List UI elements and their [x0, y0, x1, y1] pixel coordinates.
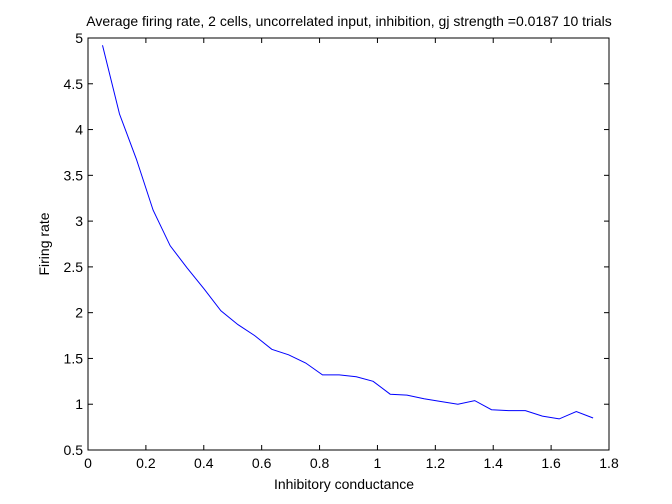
x-axis: 0 0.2 0.4 0.6 0.8 1 1.2 1.4 1.6 1.8 [84, 38, 619, 471]
plot-area [87, 37, 610, 451]
x-tick-label: 0.4 [194, 455, 214, 471]
chart-title: Average firing rate, 2 cells, uncorrelat… [86, 13, 611, 29]
x-tick-label: 0.2 [136, 455, 156, 471]
y-tick-label: 1.5 [64, 350, 84, 366]
y-tick-label: 5 [75, 30, 83, 46]
x-tick-label: 1.6 [541, 455, 561, 471]
x-tick-label: 1.4 [483, 455, 503, 471]
y-tick-label: 4 [75, 122, 83, 138]
y-tick-label: 2 [75, 305, 83, 321]
y-tick-label: 3.5 [64, 167, 84, 183]
y-tick-label: 4.5 [64, 76, 84, 92]
y-tick-label: 2.5 [64, 259, 84, 275]
x-tick-label: 0 [84, 455, 92, 471]
y-tick-label: 0.5 [64, 442, 84, 458]
series-line [102, 45, 594, 420]
x-tick-label: 1 [374, 455, 382, 471]
y-tick-label: 1 [75, 396, 83, 412]
x-axis-label: Inhibitory conductance [274, 476, 414, 492]
y-tick-label: 3 [75, 213, 83, 229]
x-tick-label: 1.8 [599, 455, 619, 471]
y-axis-label: Firing rate [36, 212, 52, 275]
x-tick-label: 0.6 [252, 455, 272, 471]
x-tick-label: 1.2 [426, 455, 446, 471]
x-tick-label: 0.8 [310, 455, 330, 471]
y-axis: 0.5 1 1.5 2 2.5 3 3.5 4 4.5 5 [64, 30, 609, 458]
